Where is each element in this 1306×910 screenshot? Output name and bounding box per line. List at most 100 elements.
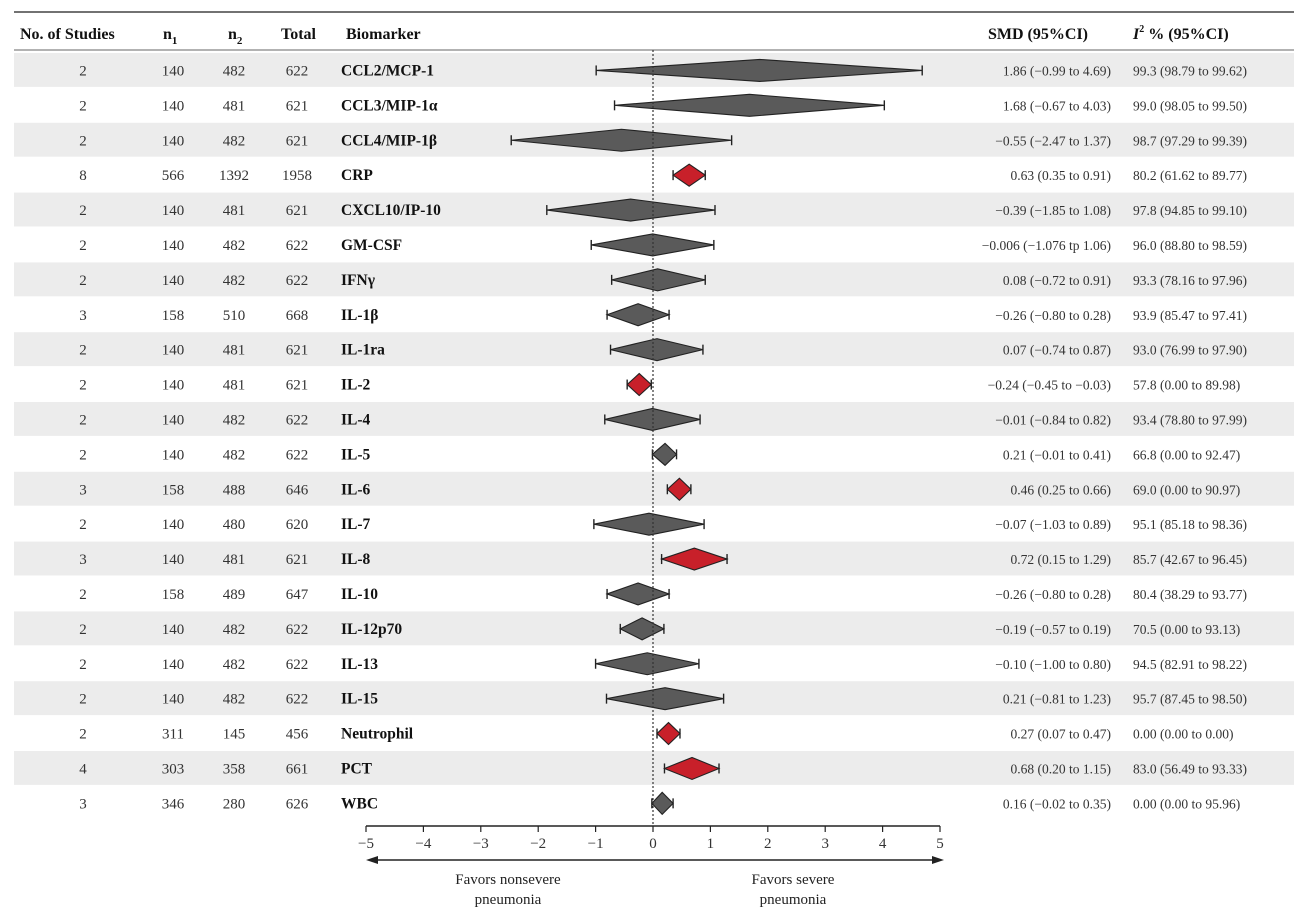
table-row: 2 140 482 622 CCL2/MCP-1 1.86 (−0.99 to 4.69)… [79,62,1247,79]
cell-n2: 481 [223,378,246,394]
cell-n1: 158 [162,482,185,498]
smd-diamond [662,756,721,781]
ci-mark [666,477,692,502]
favors-right-line1: Favors severe [752,872,835,888]
cell-n2: 358 [223,761,246,777]
table-row: 2 140 482 622 IL-4 −0.01 (−0.84 to 0.82) 93.4 … [79,411,1247,428]
smd-diamond [656,721,681,746]
x-axis: −5 −4 −3 −2 −1 0 1 2 3 4 5 [358,825,944,864]
x-tick-label: 2 [764,836,772,852]
ci-mark [593,512,705,536]
cell-n1: 140 [162,412,185,428]
cell-biomarker: CXCL10/IP-10 [341,202,441,219]
header-n2: n2 [228,26,243,47]
header-studies: No. of Studies [20,26,115,43]
cell-n2: 481 [223,343,246,359]
ci-mark [662,756,721,781]
cell-n1: 158 [162,587,185,603]
cell-i2: 99.0 (98.05 to 99.50) [1133,98,1247,113]
smd-diamond [626,372,653,397]
table-row: 2 311 145 456 Neutrophil 0.27 (0.07 to 0.47) 0… [79,726,1233,743]
cell-studies: 2 [79,447,87,463]
table-row: 2 140 482 621 CCL4/MIP-1β −0.55 (−2.47 to 1.3… [79,132,1247,149]
cell-n2: 482 [223,692,246,708]
cell-i2: 95.7 (87.45 to 98.50) [1133,692,1247,707]
cell-biomarker: GM-CSF [341,237,402,254]
cell-biomarker: IL-1β [341,307,378,324]
smd-diamond [596,58,923,83]
cell-studies: 2 [79,412,87,428]
cell-smd: −0.55 (−2.47 to 1.37) [995,133,1111,148]
cell-i2: 0.00 (0.00 to 0.00) [1133,727,1234,742]
smd-diamond [605,582,671,606]
header-biomarker: Biomarker [346,26,421,43]
cell-studies: 2 [79,622,87,638]
cell-biomarker: IL-2 [341,377,371,394]
cell-total: 668 [286,308,309,324]
x-tick-label: 5 [936,836,944,852]
smd-diamond [659,547,729,571]
cell-studies: 2 [79,98,87,114]
cell-i2: 97.8 (94.85 to 99.10) [1133,203,1247,218]
cell-studies: 2 [79,692,87,708]
cell-i2: 93.4 (78.80 to 97.99) [1133,412,1247,427]
smd-diamond [614,93,885,117]
cell-n1: 140 [162,692,185,708]
cell-total: 620 [286,517,309,533]
cell-total: 621 [286,552,309,568]
cell-studies: 2 [79,587,87,603]
cell-total: 622 [286,692,309,708]
cell-total: 456 [286,727,309,743]
smd-diamond [651,791,674,816]
cell-n2: 480 [223,517,246,533]
favors-right-line2: pneumonia [760,892,827,908]
favors-left-line2: pneumonia [475,892,542,908]
cell-total: 622 [286,447,309,463]
cell-smd: 1.68 (−0.67 to 4.03) [1003,98,1111,113]
table-row: 3 346 280 626 WBC 0.16 (−0.02 to 0.35) 0.00 (0… [79,795,1240,812]
cell-biomarker: IL-10 [341,586,378,603]
cell-smd: 0.16 (−0.02 to 0.35) [1003,796,1111,811]
cell-studies: 2 [79,343,87,359]
cell-biomarker: WBC [341,795,378,812]
header-n1: n1 [163,26,177,47]
cell-i2: 94.5 (82.91 to 98.22) [1133,657,1247,672]
ci-mark [659,547,729,571]
cell-biomarker: CRP [341,167,373,184]
ci-mark [546,198,716,222]
data-rows: 2 140 482 622 CCL2/MCP-1 1.86 (−0.99 to 4.69)… [79,62,1247,812]
cell-studies: 2 [79,203,87,219]
cell-studies: 3 [79,482,87,498]
cell-i2: 83.0 (56.49 to 93.33) [1133,761,1247,776]
x-tick-label: −1 [588,836,604,852]
table-row: 2 140 481 621 IL-2 −0.24 (−0.45 to −0.03) 57.8… [79,377,1240,394]
ci-mark [605,582,671,606]
cell-biomarker: PCT [341,760,373,777]
cell-total: 621 [286,343,309,359]
cell-smd: −0.006 (−1.076 tp 1.06) [982,238,1111,253]
table-row: 2 140 480 620 IL-7 −0.07 (−1.03 to 0.89) 95.1 … [79,516,1247,533]
cell-smd: −0.10 (−1.00 to 0.80) [995,657,1111,672]
cell-smd: 0.08 (−0.72 to 0.91) [1003,273,1111,288]
cell-n1: 140 [162,517,185,533]
cell-n2: 482 [223,622,246,638]
ci-mark [651,791,674,816]
cell-smd: 0.07 (−0.74 to 0.87) [1003,343,1111,358]
cell-smd: 0.68 (0.20 to 1.15) [1011,761,1112,776]
smd-diamond [605,303,671,327]
cell-n2: 481 [223,98,246,114]
cell-smd: 0.21 (−0.81 to 1.23) [1003,692,1111,707]
cell-n1: 140 [162,343,185,359]
cell-total: 622 [286,63,309,79]
cell-n1: 311 [162,727,184,743]
cell-smd: −0.07 (−1.03 to 0.89) [995,517,1111,532]
cell-n2: 489 [223,587,246,603]
cell-n1: 140 [162,447,185,463]
cell-n1: 566 [162,168,185,184]
cell-total: 621 [286,98,309,114]
cell-studies: 2 [79,133,87,149]
row-stripe [14,751,1294,785]
cell-total: 1958 [282,168,312,184]
x-tick-label: −3 [473,836,489,852]
